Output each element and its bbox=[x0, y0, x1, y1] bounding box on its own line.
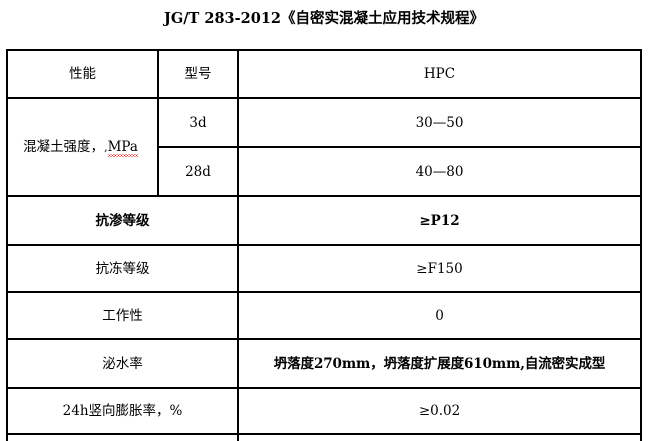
table-row bbox=[7, 434, 641, 441]
cell-model-28d: 28d bbox=[158, 147, 238, 196]
cell-hpc-vertical-expansion: ≥0.02 bbox=[238, 388, 641, 434]
table-row: 抗渗等级 ≥P12 bbox=[7, 196, 641, 245]
page-title: JG/T 283-2012《自密实混凝土应用技术规程》 bbox=[163, 10, 485, 27]
table-row: 泌水率 坍落度270mm，坍落度扩展度610mm,自流密实成型 bbox=[7, 339, 641, 388]
label-concrete-strength: 混凝土强度， bbox=[23, 138, 105, 155]
cell-hpc-frost-resistance: ≥F150 bbox=[238, 245, 641, 292]
cell-performance-vertical-expansion: 24h竖向膨胀率，% bbox=[7, 388, 238, 434]
cell-performance-blank bbox=[7, 434, 238, 441]
cell-performance-bleeding-rate: 泌水率 bbox=[7, 339, 238, 388]
table-row: 24h竖向膨胀率，% ≥0.02 bbox=[7, 388, 641, 434]
cell-hpc-bleeding-rate: 坍落度270mm，坍落度扩展度610mm,自流密实成型 bbox=[238, 339, 641, 388]
cell-hpc-strength-28d: 40—80 bbox=[238, 147, 641, 196]
table-header-row: 性能 型号 HPC bbox=[7, 50, 641, 98]
cell-hpc-workability: 0 bbox=[238, 292, 641, 339]
cell-performance-frost-resistance: 抗冻等级 bbox=[7, 245, 238, 292]
cell-hpc-blank bbox=[238, 434, 641, 441]
table-row: 28d 40—80 bbox=[7, 147, 641, 196]
table-row: 混凝土强度，,MPa 3d 30—50 bbox=[7, 98, 641, 196]
cell-performance-concrete-strength: 混凝土强度，,MPa bbox=[7, 98, 158, 196]
column-header-performance: 性能 bbox=[7, 50, 158, 98]
column-header-hpc: HPC bbox=[238, 50, 641, 98]
column-header-model: 型号 bbox=[158, 50, 238, 98]
stray-comma-mark: , bbox=[104, 140, 108, 154]
cell-performance-impermeability: 抗渗等级 bbox=[7, 196, 238, 245]
label-unit-mpa: MPa bbox=[107, 138, 139, 157]
cell-model-3d: 3d bbox=[158, 98, 238, 147]
specification-table: 性能 型号 HPC 混凝土强度，,MPa 3d 30—50 28d 40—80 bbox=[6, 49, 642, 441]
table-row: 工作性 0 bbox=[7, 292, 641, 339]
cell-performance-workability: 工作性 bbox=[7, 292, 238, 339]
table-row: 抗冻等级 ≥F150 bbox=[7, 245, 641, 292]
cell-hpc-strength-3d: 30—50 bbox=[238, 98, 641, 147]
cell-hpc-impermeability: ≥P12 bbox=[238, 196, 641, 245]
